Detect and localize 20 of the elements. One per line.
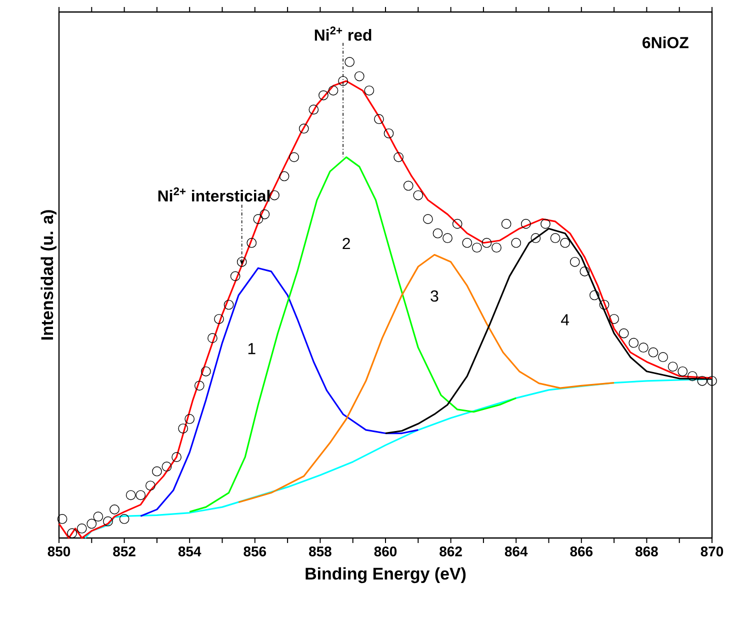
annotation: 3 bbox=[430, 290, 438, 302]
text: 6NiOZ bbox=[642, 36, 688, 48]
x-tick-label: 868 bbox=[636, 546, 658, 556]
x-tick-label: 852 bbox=[113, 546, 136, 556]
x-tick-label: 860 bbox=[374, 546, 397, 556]
annotation: 4 bbox=[561, 314, 570, 326]
x-tick-label: 850 bbox=[48, 546, 70, 556]
annotation: 2 bbox=[342, 238, 350, 250]
x-tick-label: 862 bbox=[440, 546, 462, 556]
x-tick-label: 858 bbox=[309, 546, 332, 556]
x-axis-title: Binding Energy (eV) bbox=[306, 567, 466, 584]
x-tick-label: 854 bbox=[178, 546, 202, 556]
x-tick-label: 866 bbox=[570, 546, 593, 556]
annotation: Ni$^{2+}$ red bbox=[314, 26, 372, 41]
y-axis-title: Intensidad (u. a) bbox=[40, 210, 56, 340]
x-tick-label: 870 bbox=[700, 546, 724, 556]
annotation: 1 bbox=[248, 343, 256, 354]
x-tick-label: 856 bbox=[244, 546, 266, 556]
x-tick-label: 864 bbox=[504, 546, 528, 556]
annotation: Ni$^{2+}$ intersticial bbox=[158, 187, 270, 202]
